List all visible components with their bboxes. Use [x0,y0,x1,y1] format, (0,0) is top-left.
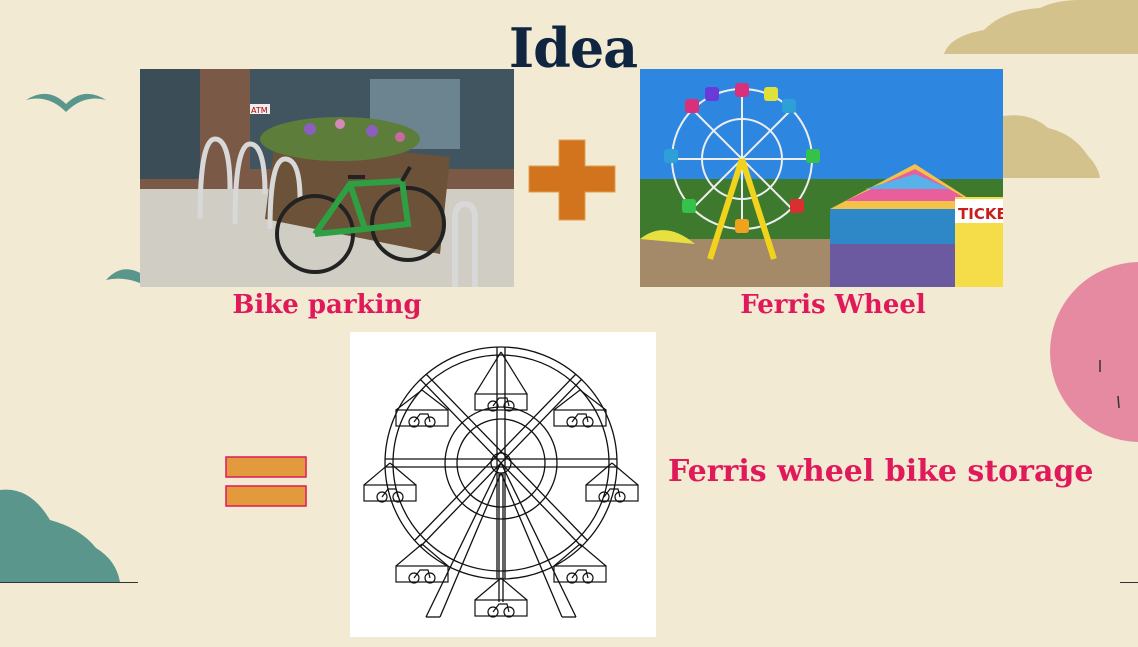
atm-sign: ATM [251,106,268,115]
bike-parking-photo: ATM [140,69,514,287]
ferris-wheel-photo: TICKE [640,69,1003,287]
slide-title: Idea [508,16,638,80]
bike-parking-caption: Bike parking [232,290,422,320]
pink-circle-shape [1050,262,1138,442]
tan-cloud-shape [1003,115,1100,178]
ferris-bike-storage-diagram [350,332,656,637]
teal-cloud-shape [0,489,120,582]
bird-icon [26,93,106,112]
ferris-wheel-caption: Ferris Wheel [740,290,926,320]
equals-icon [225,456,307,507]
ferris-wheel-bike-storage-caption: Ferris wheel bike storage [668,454,1094,489]
bird-icon [106,269,142,284]
tan-cloud-shape [944,0,1138,54]
ticket-sign: TICKE [958,205,1003,223]
plus-icon [528,139,616,221]
